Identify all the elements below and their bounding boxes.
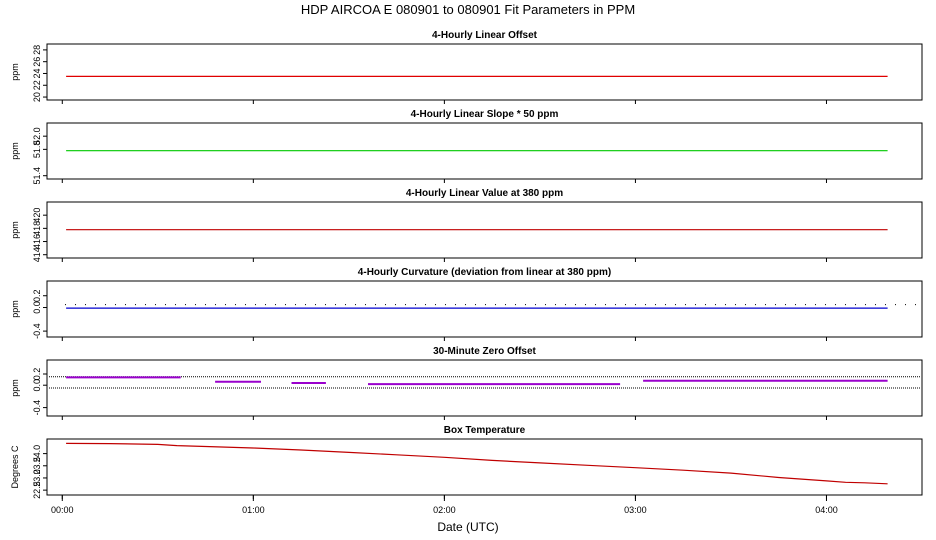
y-tick-label: 26 [32, 57, 42, 67]
y-tick-label: 24.0 [32, 445, 42, 463]
x-axis-label: Date (UTC) [437, 520, 498, 534]
y-axis-label: ppm [10, 221, 20, 239]
panel-title: 4-Hourly Linear Slope * 50 ppm [411, 109, 559, 120]
y-tick-label: 416 [32, 234, 42, 249]
y-tick-label: 420 [32, 208, 42, 223]
panels-group: 4-Hourly Linear Offset2022242628ppm4-Hou… [10, 30, 923, 499]
y-tick-label: 28 [32, 45, 42, 55]
chart-title: HDP AIRCOA E 080901 to 080901 Fit Parame… [301, 2, 635, 17]
panel-3: 4-Hourly Linear Value at 380 ppm 41441641… [10, 188, 923, 262]
panel-title: 4-Hourly Linear Offset [432, 30, 538, 41]
panel-frame [46, 280, 923, 338]
y-tick-label: 51.8 [32, 141, 42, 159]
panel-frame [46, 359, 923, 417]
y-tick-label: 23.0 [32, 469, 42, 487]
series-line-box_temperature [66, 442, 888, 485]
panel-title: 4-Hourly Linear Value at 380 ppm [406, 188, 563, 199]
panel-2: 4-Hourly Linear Slope * 50 ppm 51.4 51.852… [10, 109, 923, 185]
y-axis-label: ppm [10, 300, 20, 318]
panel-4: 4-Hourly Curvature (deviation from linea… [10, 267, 923, 341]
panel-title: 30-Minute Zero Offset [433, 346, 536, 357]
y-axis-label: ppm [10, 142, 20, 160]
y-tick-label: 0.0 [32, 379, 42, 392]
panel-5: 30-Minute Zero Offset -0.4 0.00.2 ppm [10, 346, 923, 420]
x-axis: 00:00 01:00 02:00 03:00 04:00 [51, 495, 838, 515]
x-tick-label: 04:00 [815, 505, 838, 515]
y-tick-label: 0.0 [32, 301, 42, 314]
y-tick-label: 0.2 [32, 368, 42, 381]
x-tick-label: 02:00 [433, 505, 456, 515]
panel-6: Box Temperature 22.523.023.524.0 Degrees C [10, 425, 923, 499]
y-tick-label: 24 [32, 68, 42, 78]
y-axis-label: ppm [10, 63, 20, 81]
y-tick-label: 22 [32, 80, 42, 90]
y-tick-label: -0.4 [32, 323, 42, 339]
x-tick-label: 00:00 [51, 505, 74, 515]
panel-title: Box Temperature [444, 425, 526, 436]
y-tick-label: 51.4 [32, 167, 42, 185]
y-tick-label: 418 [32, 221, 42, 236]
y-axis-label: ppm [10, 379, 20, 397]
x-tick-label: 03:00 [624, 505, 647, 515]
panel-title: 4-Hourly Curvature (deviation from linea… [358, 267, 611, 278]
y-tick-label: 22.5 [32, 481, 42, 499]
y-tick-label: -0.4 [32, 400, 42, 416]
panel-frame [46, 201, 923, 259]
y-tick-label: 52.0 [32, 127, 42, 145]
y-tick-label: 23.5 [32, 457, 42, 475]
panel-frame [46, 43, 923, 101]
y-tick-label: 20 [32, 92, 42, 102]
y-tick-label: 414 [32, 247, 42, 262]
y-axis-label: Degrees C [10, 445, 20, 489]
y-tick-label: 0.2 [32, 289, 42, 302]
x-tick-label: 01:00 [242, 505, 265, 515]
panel-frame [46, 438, 923, 496]
panel-frame [46, 122, 923, 180]
